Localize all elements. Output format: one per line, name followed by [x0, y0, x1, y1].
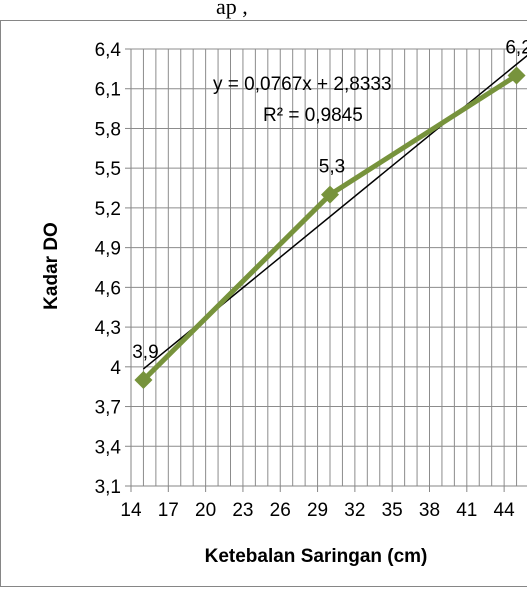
x-tick-label: 20: [195, 500, 216, 521]
data-label: 6,2: [505, 37, 527, 58]
y-axis-title: Kadar DO: [41, 222, 62, 310]
x-tick-label: 32: [344, 500, 365, 521]
y-tick-label: 3,1: [95, 477, 121, 498]
y-tick-label: 4,6: [95, 278, 121, 299]
y-tick-label: 6,4: [95, 40, 122, 61]
data-label: 3,9: [132, 342, 158, 363]
y-tick-label: 4,9: [95, 239, 121, 260]
y-tick-label: 6,1: [95, 80, 121, 101]
y-tick-label: 5,5: [95, 159, 121, 180]
top-text-fragment: ap ,: [216, 0, 248, 19]
x-tick-label: 44: [494, 500, 516, 521]
y-tick-label: 5,8: [95, 119, 121, 140]
x-tick-label: 26: [270, 500, 291, 521]
y-tick-label: 5,2: [95, 199, 121, 220]
x-tick-label: 35: [382, 500, 403, 521]
x-tick-label: 14: [120, 500, 142, 521]
x-axis-title: Ketebalan Saringan (cm): [205, 546, 428, 567]
trendline-equation: y = 0,0767x + 2,8333: [213, 74, 392, 95]
x-tick-label: 23: [232, 500, 253, 521]
y-tick-label: 4: [110, 358, 121, 379]
x-tick-label: 38: [419, 500, 440, 521]
y-tick-label: 3,4: [95, 437, 122, 458]
y-tick-label: 3,7: [95, 398, 121, 419]
x-tick-label: 41: [456, 500, 477, 521]
trendline-r2: R² = 0,9845: [263, 105, 363, 126]
x-tick-label: 17: [158, 500, 179, 521]
y-tick-label: 4,3: [95, 318, 121, 339]
data-label: 5,3: [319, 157, 345, 178]
x-tick-label: 29: [307, 500, 328, 521]
